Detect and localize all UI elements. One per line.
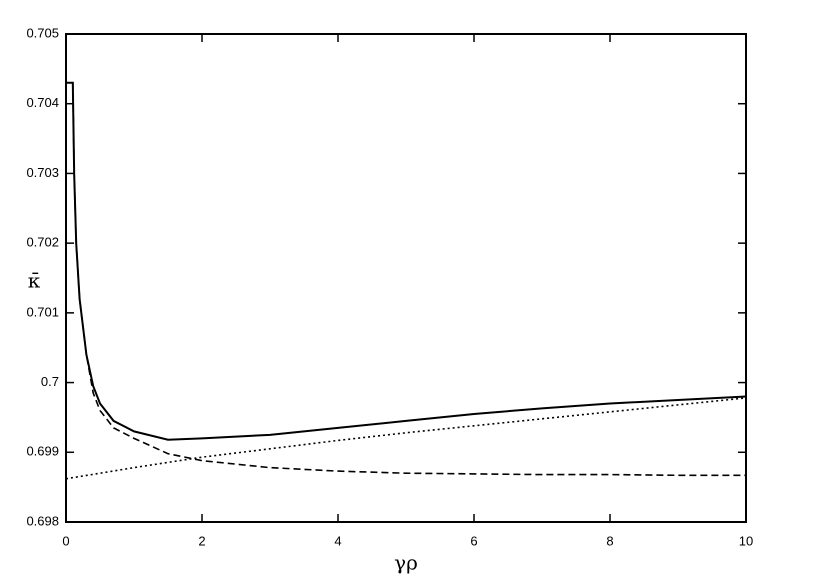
x-tick-label: 8 — [606, 533, 613, 548]
x-tick-label: 6 — [470, 533, 477, 548]
x-tick-label: 2 — [198, 533, 205, 548]
y-tick-label: 0.698 — [26, 513, 59, 528]
x-axis-label: γρ — [394, 551, 418, 575]
series-line — [65, 397, 747, 480]
y-tick-label: 0.702 — [26, 235, 59, 250]
y-tick-label: 0.705 — [26, 25, 59, 40]
series-line — [72, 82, 746, 477]
x-tick-label: 4 — [334, 533, 341, 548]
plot-frame — [65, 33, 747, 523]
y-tick-label: 0.704 — [26, 95, 59, 110]
y-tick-label: 0.701 — [26, 304, 59, 319]
y-axis-label: κ̄ — [28, 269, 41, 293]
x-tick-label: 0 — [62, 533, 69, 548]
y-tick-label: 0.7 — [41, 374, 59, 389]
series-line — [66, 81, 747, 441]
x-tick-label: 10 — [739, 533, 753, 548]
y-tick-label: 0.699 — [26, 444, 59, 459]
y-tick-label: 0.703 — [26, 165, 59, 180]
